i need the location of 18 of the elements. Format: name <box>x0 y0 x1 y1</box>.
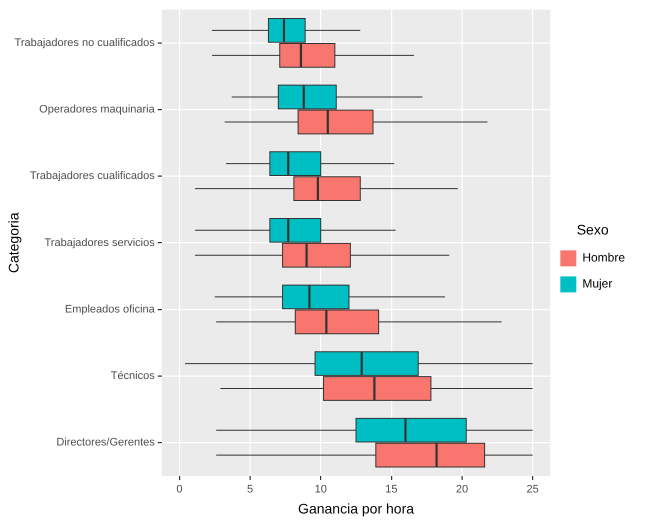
y-tick-label: Operadores maquinaria <box>39 104 156 116</box>
x-axis-title: Ganancia por hora <box>298 500 414 516</box>
legend-title: Sexo <box>576 221 609 238</box>
y-tick-label: Trabajadores servicios <box>44 236 156 249</box>
x-tick-label: 15 <box>385 484 398 496</box>
y-axis-title: Categoria <box>5 212 22 274</box>
y-tick-label: Trabajadores cualificados <box>30 170 156 182</box>
legend-label: Mujer <box>582 276 612 291</box>
y-tick-label: Trabajadores no cualificados <box>14 36 156 49</box>
y-tick-label: Técnicos <box>110 370 156 382</box>
y-tick-label: Empleados oficina <box>64 303 156 316</box>
x-tick-label: 20 <box>456 484 468 496</box>
x-tick-label: 25 <box>526 484 539 496</box>
x-tick-label: 5 <box>247 484 254 496</box>
x-tick-label: 10 <box>314 484 327 496</box>
legend-label: Hombre <box>582 250 626 265</box>
x-tick-label: 0 <box>176 484 182 496</box>
y-tick-label: Directores/Gerentes <box>56 436 156 449</box>
